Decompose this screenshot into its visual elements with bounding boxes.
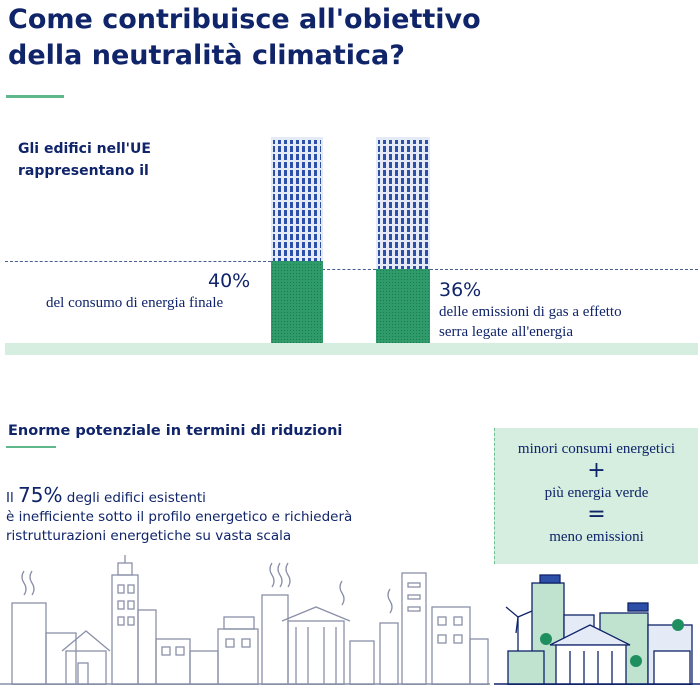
potential-line-1: Il 75% degli edifici esistenti [6, 483, 446, 508]
tower-emissions-graphic [376, 137, 430, 343]
stat-emissions-label-line-2: serra legate all'energia [439, 324, 574, 340]
level-line-left [5, 261, 271, 262]
title-line-1: Come contribuisce all'obiettivo [8, 4, 481, 35]
potential-line-3: ristrutturazioni energetiche su vasta sc… [6, 528, 292, 544]
section-title: Enorme potenziale in termini di riduzion… [8, 423, 343, 439]
level-line-right [430, 269, 698, 270]
intro-line-2: rappresentano il [18, 163, 149, 179]
section-underline [6, 446, 56, 448]
stat-energy-label: del consumo di energia finale [46, 295, 224, 311]
equation-term-2: più energia verde [544, 485, 649, 501]
stat-emissions-label: delle emissioni di gas a effetto serra l… [439, 302, 622, 342]
city-skyline-illustration [0, 555, 700, 685]
title-underline [6, 95, 64, 98]
equation-term-1: minori consumi energetici [517, 441, 676, 457]
equation-plus: + [587, 458, 606, 483]
potential-percent: 75% [18, 483, 63, 507]
page-title: Come contribuisce all'obiettivo della ne… [8, 2, 608, 74]
potential-prefix: Il [6, 490, 19, 506]
equation-box: minori consumi energetici + più energia … [494, 428, 698, 564]
stat-emissions-value: 36% [439, 279, 482, 301]
tower-energy [271, 137, 323, 343]
stat-emissions-label-line-1: delle emissioni di gas a effetto [439, 304, 622, 320]
title-line-2: della neutralità climatica? [8, 40, 405, 71]
tower-emissions [376, 137, 430, 343]
ground-bar [5, 343, 698, 355]
potential-line-1-rest: degli edifici esistenti [62, 490, 206, 506]
equation-result: meno emissioni [549, 529, 644, 545]
equation-equals: = [587, 502, 606, 527]
intro-text: Gli edifici nell'UE rappresentano il [18, 138, 151, 182]
potential-text: Il 75% degli edifici esistenti è ineffic… [6, 483, 446, 546]
stat-energy-value: 40% [208, 270, 251, 292]
level-line-middle [322, 269, 376, 270]
intro-line-1: Gli edifici nell'UE [18, 141, 151, 157]
tower-energy-graphic [271, 137, 323, 343]
potential-line-2: è inefficiente sotto il profilo energeti… [6, 509, 353, 525]
